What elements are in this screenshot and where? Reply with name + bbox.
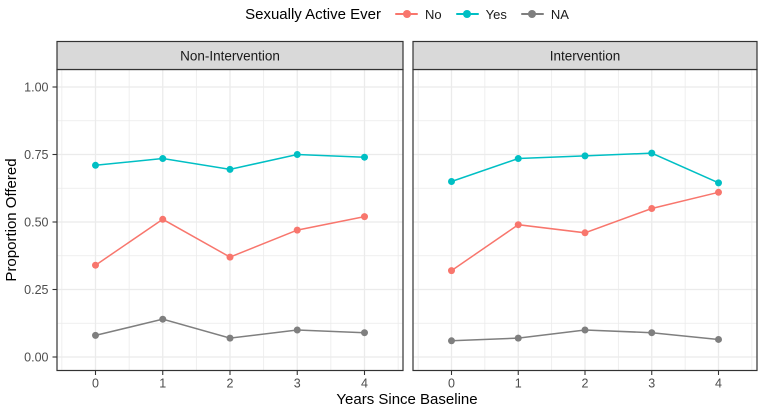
x-tick-label: 4 xyxy=(715,377,722,391)
legend-items: No Yes NA xyxy=(395,7,569,22)
x-tick-label: 1 xyxy=(159,377,166,391)
data-point-yes xyxy=(159,155,167,163)
data-point-no xyxy=(648,205,656,212)
y-axis-title: Proportion Offered xyxy=(3,158,20,281)
data-point-no xyxy=(293,226,301,234)
x-tick-label: 2 xyxy=(582,377,589,391)
data-point-na xyxy=(514,334,522,342)
facet-strip xyxy=(412,40,758,71)
legend-item-label: Yes xyxy=(485,6,507,22)
x-tick-label: 3 xyxy=(648,377,655,391)
y-tick-label: 0.50 xyxy=(24,215,48,229)
data-point-no xyxy=(361,213,368,221)
legend-item-na: NA xyxy=(520,6,569,22)
legend-title: Sexually Active Ever xyxy=(245,5,381,23)
legend-key-dot xyxy=(402,10,411,18)
data-point-na xyxy=(715,335,722,343)
data-point-no xyxy=(159,215,167,223)
data-point-na xyxy=(159,315,167,323)
x-tick-label: 2 xyxy=(227,377,234,391)
data-point-no xyxy=(715,188,722,196)
y-tick-label: 1.00 xyxy=(24,80,48,94)
data-point-na xyxy=(226,334,234,342)
data-point-yes xyxy=(648,149,656,157)
legend-item-label: NA xyxy=(550,6,569,22)
data-point-yes xyxy=(293,151,301,158)
data-point-yes xyxy=(448,178,455,185)
legend-item-label: No xyxy=(425,6,442,22)
data-point-na xyxy=(581,326,589,334)
data-point-na xyxy=(648,329,656,337)
legend: Sexually Active Ever No Yes NA xyxy=(57,0,757,28)
facet-strip xyxy=(56,40,404,71)
x-tick-label: 1 xyxy=(515,377,522,391)
data-point-na xyxy=(361,329,368,337)
data-point-na xyxy=(448,337,455,345)
data-point-yes xyxy=(581,152,589,160)
legend-key-dot xyxy=(528,10,537,18)
legend-key-icon xyxy=(395,10,418,19)
legend-item-no: No xyxy=(395,7,442,22)
data-point-no xyxy=(514,221,522,229)
data-point-yes xyxy=(361,153,368,161)
legend-key-icon xyxy=(520,10,544,19)
data-point-no xyxy=(226,253,234,261)
facet-strip-label: Intervention xyxy=(550,48,621,63)
legend-key-icon xyxy=(455,10,479,19)
x-tick-label: 3 xyxy=(294,377,301,391)
y-tick-label: 0.00 xyxy=(24,350,48,364)
data-point-yes xyxy=(715,179,722,187)
data-point-no xyxy=(581,229,589,237)
y-tick-label: 0.25 xyxy=(24,283,48,297)
x-tick-label: 4 xyxy=(361,377,368,391)
facet-strip-label: Non-Intervention xyxy=(180,48,280,63)
data-point-yes xyxy=(226,165,234,173)
legend-item-yes: Yes xyxy=(455,6,507,22)
data-point-na xyxy=(92,331,99,339)
data-point-yes xyxy=(92,161,99,169)
y-tick-label: 0.75 xyxy=(24,148,48,162)
data-point-no xyxy=(448,267,455,275)
data-point-na xyxy=(293,326,301,334)
data-point-no xyxy=(92,261,99,269)
x-tick-label: 0 xyxy=(448,377,455,391)
legend-key-dot xyxy=(463,10,472,18)
x-axis-title: Years Since Baseline xyxy=(336,391,477,408)
data-point-yes xyxy=(514,155,522,163)
x-tick-label: 0 xyxy=(92,377,99,391)
